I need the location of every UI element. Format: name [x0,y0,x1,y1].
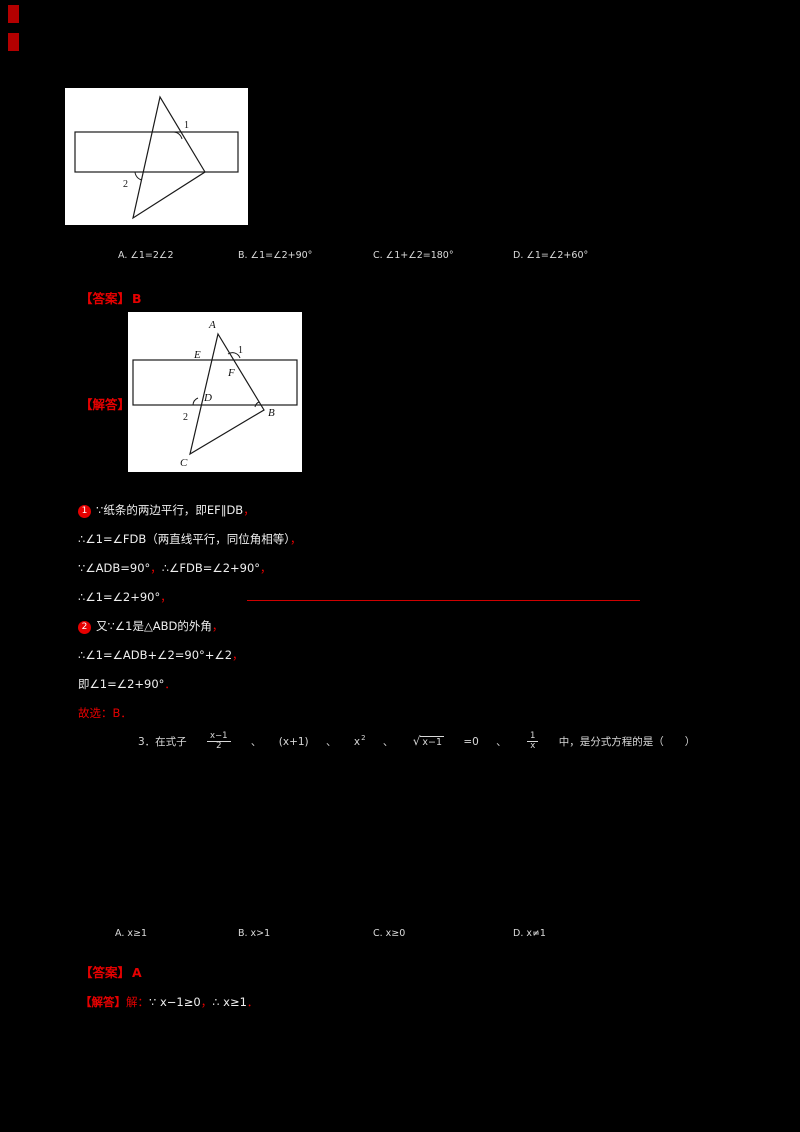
figure2-svg: A E 1 F D 2 B C [132,319,298,469]
option-b: B. ∠1=∠2+90° [238,250,313,261]
angle1-arc [173,131,183,140]
option-c: C. x≥0 [373,928,406,939]
question4-options: A. x≥1 B. x>1 C. x≥0 D. x≠1 [0,928,800,942]
angleB-arc [254,401,260,408]
question1-options: A. ∠1=2∠2 B. ∠1=∠2+90° C. ∠1+∠2=180° D. … [0,250,800,264]
red-page-marker [8,33,19,51]
text-segment: ∴∠1=∠2+90° [78,590,161,604]
step-number-chip: 2 [78,621,91,634]
text-segment: ， [200,995,213,1009]
fraction: x−1 2 [207,731,231,752]
text-segment: ， [290,532,302,546]
label-A: A [208,319,216,331]
answer-label: 【答案】 [80,291,131,306]
label-F: F [227,367,235,379]
figure-triangle-on-strip-1: 1 2 [65,88,248,225]
step-number-chip: 1 [78,505,91,518]
text-segment: ， [232,648,244,662]
text-segment: 、 (x+1) 、 [233,735,354,748]
angle2-label: 2 [123,179,128,190]
solution-line: ∵∠ADB=90°，∴∠FDB=∠2+90°， [78,554,302,583]
option-d: D. x≠1 [513,928,546,939]
label-D: D [203,392,212,404]
superscript: 2 [361,734,366,743]
text-segment: 中，是分式方程的是（ ） [541,735,696,748]
solution2-line: 【解答】解：∵ x−1≥0，∴ x≥1． [80,994,258,1010]
label-C: C [180,457,188,469]
paper-strip [74,131,239,173]
solution-line: 2 又∵∠1是△ABD的外角， [78,612,302,641]
angle1-label: 1 [238,345,243,356]
solution2-math: 解：∵ x−1≥0，∴ x≥1． [126,995,258,1009]
option-a: A. ∠1=2∠2 [118,250,174,261]
solution1-label-line: 【解答】 [80,394,130,413]
text-segment: x [353,735,361,748]
label-E: E [193,349,201,361]
text-segment: ． [246,995,259,1009]
solution-line: 1 ∵纸条的两边平行，即EF∥DB， [78,496,302,525]
red-underline [247,600,640,601]
option-b: B. x>1 [238,928,271,939]
text-segment: ∴∠1=∠ADB+∠2=90°+∠2 [78,648,233,662]
text-segment: ， [150,561,162,575]
solution-label: 【解答】 [80,397,131,412]
text-segment: ， [243,503,255,517]
text-segment: ． [164,677,176,691]
option-c: C. ∠1+∠2=180° [373,250,454,261]
option-d: D. ∠1=∠2+60° [513,250,589,261]
red-page-marker [8,5,19,23]
solution-line: 即∠1=∠2+90°． [78,670,302,699]
text-segment: 解： [126,995,149,1009]
solution-line: ∴∠1=∠ADB+∠2=90°+∠2， [78,641,302,670]
radical: √ x−1 [412,733,445,748]
solution1-steps: 1 ∵纸条的两边平行，即EF∥DB， ∴∠1=∠FDB（两直线平行，同位角相等）， ∵… [78,496,302,728]
text-segment: 即∠1=∠2+90° [78,677,165,691]
text-segment: 、 [365,735,411,748]
answer1-line: 【答案】 B [80,288,142,307]
angle2-arc [192,397,199,406]
text-segment: ∴∠FDB=∠2+90° [161,561,261,575]
text-segment: ， [211,619,224,633]
angle2-arc [134,171,143,181]
text-segment: ， [260,561,272,575]
text-segment: =0 、 [446,735,525,748]
solution-line: ∴∠1=∠FDB（两直线平行，同位角相等）， [78,525,302,554]
figure-triangle-on-strip-2: A E 1 F D 2 B C [128,312,302,472]
solution-label: 【解答】 [80,995,126,1009]
solution-line: 故选：B． [78,699,302,728]
text-segment: ， [160,590,172,604]
figure1-svg: 1 2 [74,95,239,220]
option-a: A. x≥1 [115,928,147,939]
text-segment: ∵纸条的两边平行，即EF∥DB [96,503,244,517]
answer-value: B [132,291,142,306]
text-segment: 故选：B． [78,706,132,720]
answer-label: 【答案】 [80,965,131,980]
answer2-line: 【答案】 A [80,962,142,981]
solution-line: ∴∠1=∠2+90°， [78,583,302,612]
angle2-label: 2 [183,412,188,423]
text-segment: 又∵∠1是△ABD的外角 [96,619,212,633]
text-segment: ∴∠1=∠FDB（两直线平行，同位角相等） [78,532,290,546]
triangle-outline [189,332,265,456]
text-segment: ∵ x−1≥0 [149,995,201,1009]
text-segment: 3．在式子 [138,735,205,748]
angle1-arc [227,352,241,359]
label-B: B [268,407,275,419]
text-segment: ∵∠ADB=90° [78,561,151,575]
answer-value: A [132,965,142,980]
text-segment: ∴ x≥1 [212,995,247,1009]
paper-strip [132,359,298,406]
angle1-label: 1 [184,120,189,131]
triangle-outline [132,95,206,220]
